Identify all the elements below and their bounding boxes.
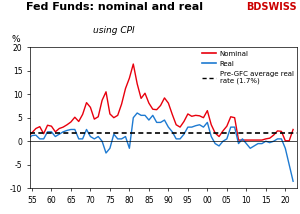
- Text: using CPI: using CPI: [93, 26, 135, 35]
- Text: ↗: ↗: [297, 2, 300, 11]
- Text: BDSWISS: BDSWISS: [246, 2, 297, 12]
- Text: Fed Funds: nominal and real: Fed Funds: nominal and real: [26, 2, 203, 12]
- Legend: Nominal, Real, Pre-GFC average real
rate (1.7%): Nominal, Real, Pre-GFC average real rate…: [200, 48, 296, 87]
- Text: %: %: [11, 35, 20, 44]
